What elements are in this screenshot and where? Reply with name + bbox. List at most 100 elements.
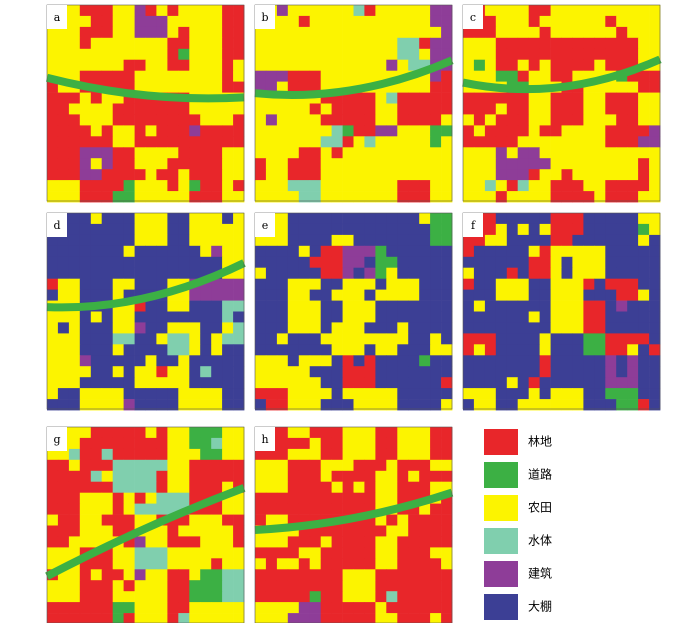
map-cell [506, 366, 519, 378]
map-cell [397, 525, 409, 537]
map-cell [605, 37, 617, 50]
map-cell [287, 267, 300, 279]
map-cell [353, 223, 365, 236]
map-cell [528, 26, 540, 39]
map-cell [255, 547, 267, 559]
map-cell [156, 5, 168, 17]
map-cell [156, 388, 168, 400]
map-cell [320, 92, 332, 104]
map-cell [353, 59, 365, 71]
map-cell [441, 377, 453, 389]
map-cell [101, 377, 113, 389]
map-cell [594, 158, 606, 170]
map-cell [309, 569, 321, 581]
map-cell [408, 114, 420, 126]
map-cell [90, 180, 103, 192]
map-cell [375, 481, 387, 493]
map-cell [255, 322, 267, 334]
map-cell [57, 158, 70, 170]
map-cell [550, 333, 562, 345]
map-cell [649, 289, 661, 301]
map-cell [222, 169, 234, 181]
map-cell [178, 536, 190, 548]
map-cell [57, 147, 70, 159]
map-cell [331, 448, 343, 461]
map-cell [68, 459, 81, 472]
map-cell [101, 245, 113, 258]
map-cell [594, 180, 606, 192]
map-cell [331, 311, 343, 323]
map-cell [605, 289, 617, 301]
map-cell [265, 300, 278, 312]
map-cell [320, 37, 332, 50]
map-cell [90, 580, 103, 592]
map-cell [375, 344, 387, 356]
map-cell [430, 547, 442, 559]
map-cell [375, 558, 387, 570]
map-cell [276, 355, 289, 367]
map-cell [473, 399, 486, 411]
map-cell [320, 481, 332, 493]
map-cell [287, 448, 300, 461]
map-cell [123, 492, 135, 504]
map-cell [276, 103, 289, 115]
map-cell [309, 114, 321, 126]
map-cell [167, 59, 179, 71]
map-cell [484, 333, 497, 345]
map-cell [528, 333, 540, 345]
map-cell [79, 223, 92, 236]
map-cell [222, 234, 234, 247]
map-cell [517, 366, 529, 378]
map-cell [167, 333, 179, 345]
map-cell [276, 503, 289, 515]
map-cell [430, 234, 442, 247]
map-cell [123, 37, 135, 50]
map-cell [430, 613, 442, 623]
map-cell [506, 136, 519, 148]
map-cell [309, 267, 321, 279]
map-cell [528, 103, 540, 115]
map-cell [627, 289, 639, 301]
map-cell [79, 311, 92, 323]
map-cell [112, 591, 124, 603]
map-cell [211, 388, 223, 400]
map-cell [506, 191, 519, 203]
map-cell [364, 470, 376, 483]
map-cell [616, 300, 628, 312]
map-cell [79, 180, 92, 192]
map-cell [145, 223, 157, 236]
map-cell [134, 256, 146, 269]
map-cell [539, 147, 551, 159]
map-cell [156, 213, 168, 225]
map-cell [561, 125, 573, 137]
map-cell [342, 427, 354, 439]
map-cell [561, 223, 573, 236]
map-cell [649, 26, 661, 39]
map-cell [539, 191, 551, 203]
map-cell [112, 459, 124, 472]
map-cell [47, 388, 59, 400]
map-cell [539, 300, 551, 312]
map-cell [605, 300, 617, 312]
map-cell [255, 536, 267, 548]
map-cell [605, 103, 617, 115]
map-cell [320, 569, 332, 581]
map-cell [430, 191, 442, 203]
map-cell [167, 15, 179, 28]
map-cell [572, 399, 584, 411]
map-cell [211, 114, 223, 126]
map-cell [222, 59, 234, 71]
map-cell [123, 223, 135, 236]
map-cell [255, 70, 267, 82]
map-cell [419, 48, 431, 61]
map-cell [419, 256, 431, 269]
map-cell [627, 70, 639, 82]
map-cell [178, 333, 190, 345]
map-cell [550, 26, 562, 39]
map-cell [156, 547, 168, 559]
map-cell [309, 481, 321, 493]
map-cell [375, 48, 387, 61]
map-cell [200, 377, 212, 389]
map-cell [342, 525, 354, 537]
map-cell [506, 322, 519, 334]
